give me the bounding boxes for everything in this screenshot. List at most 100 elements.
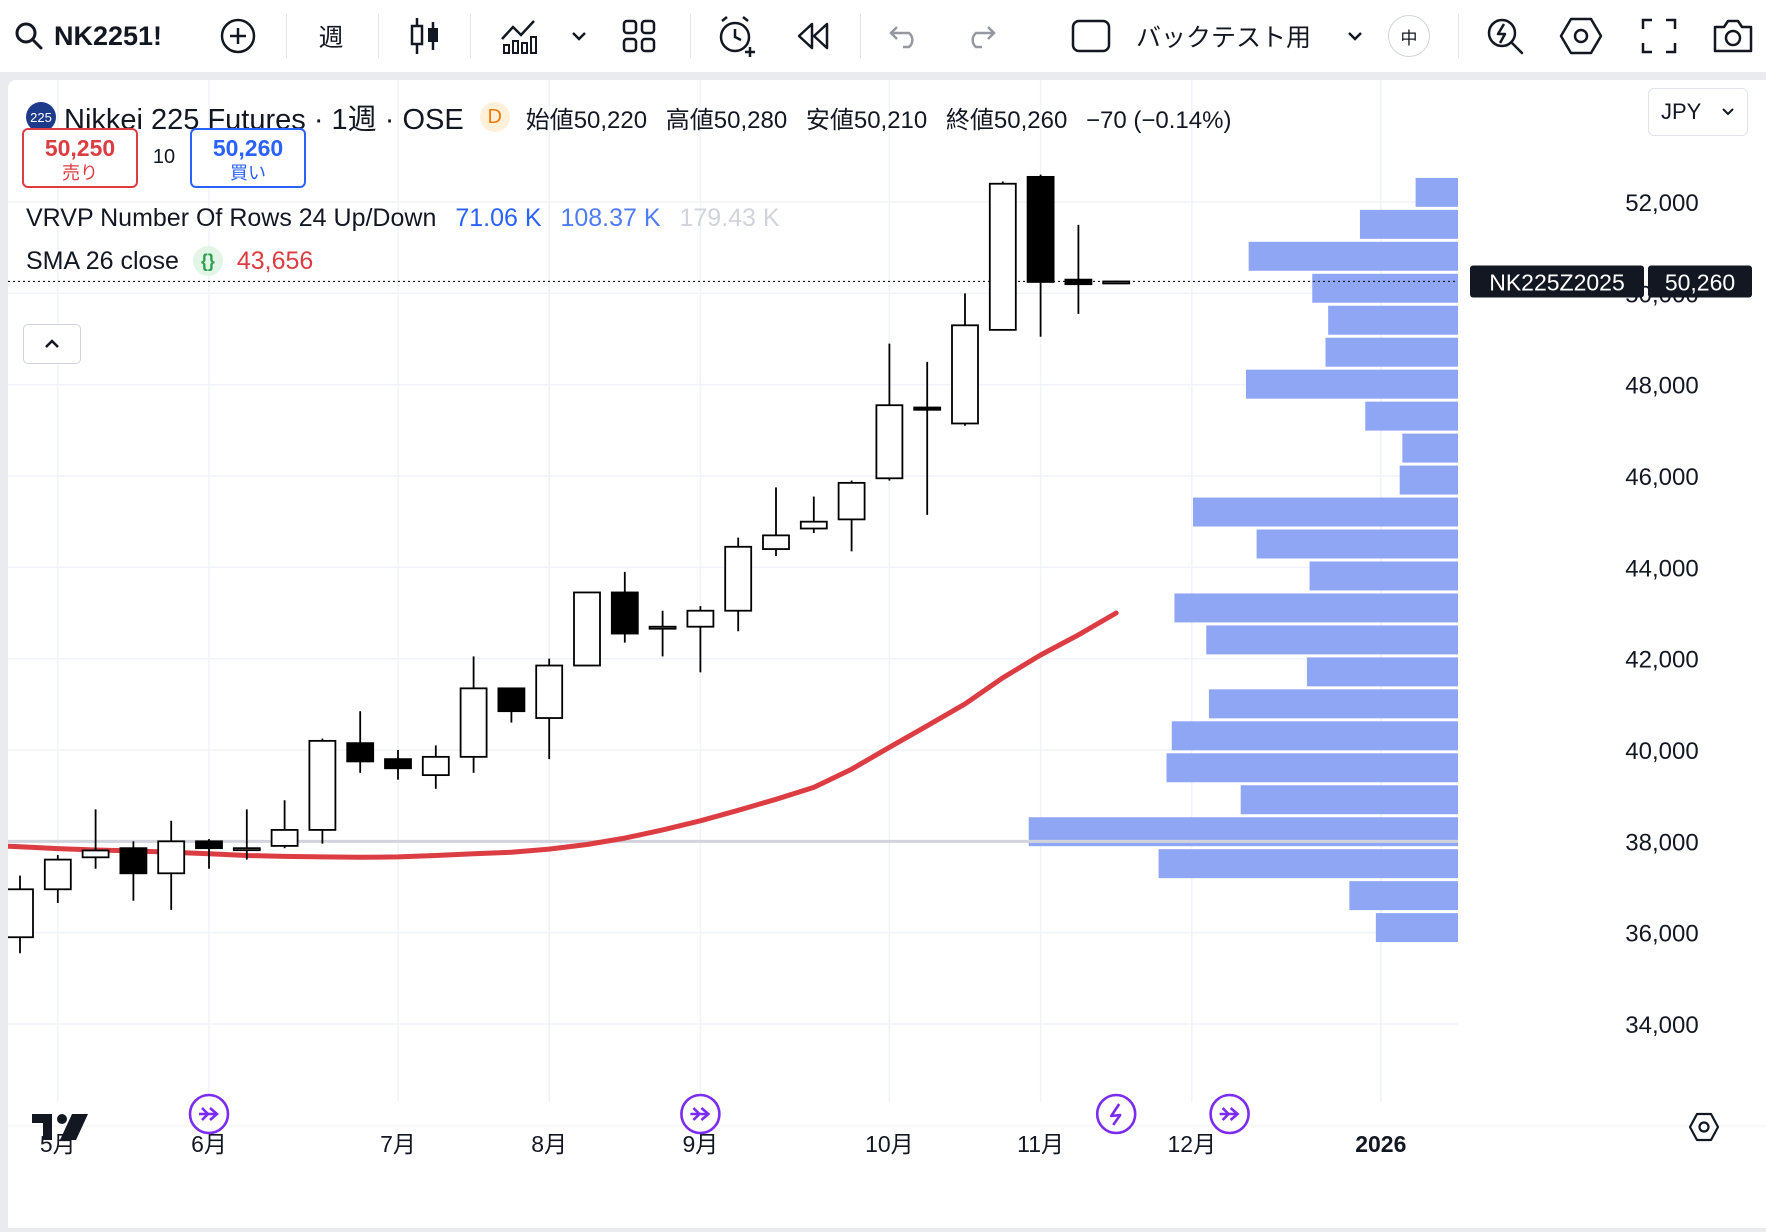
chart-type-button[interactable] (400, 0, 450, 72)
snapshot-button[interactable] (1706, 0, 1760, 72)
buy-label: 買い (230, 163, 266, 183)
price-axis-label: 42,000 (1625, 647, 1698, 674)
volume-profile-bar (1349, 881, 1458, 911)
buy-button[interactable]: 50,260 買い (190, 128, 306, 188)
sma-label: SMA 26 close (26, 246, 179, 275)
candle-body (270, 829, 299, 847)
candle-body (875, 404, 904, 480)
undo-icon (889, 26, 914, 49)
indicators-dropdown[interactable] (564, 0, 594, 72)
top-toolbar: NK2251! 週 バックテスト用 中 (0, 0, 1766, 72)
candle (837, 480, 866, 552)
undo-button[interactable] (880, 0, 930, 72)
sma-legend[interactable]: SMA 26 close {} 43,656 (26, 246, 313, 276)
candle (610, 571, 639, 643)
backtest-layout-name[interactable]: バックテスト用 (1136, 24, 1312, 52)
volume-profile-bar (1248, 241, 1458, 271)
last-price-tag (1648, 265, 1752, 298)
split-event-icon[interactable] (1095, 1093, 1137, 1135)
indicators-button[interactable] (494, 0, 544, 72)
last-price-tag-label: 50,260 (1665, 269, 1735, 295)
candle-body (913, 406, 942, 411)
toolbar-divider (860, 14, 861, 58)
symbol-search[interactable]: NK2251! (14, 0, 184, 72)
time-axis-label: 7月 (380, 1131, 416, 1157)
quick-search-button[interactable] (1480, 0, 1530, 72)
volume-profile-bar (1375, 913, 1458, 943)
close-label: 終値 (945, 106, 994, 134)
volume-profile (1028, 177, 1458, 943)
candle-body (799, 520, 828, 530)
candle (988, 181, 1017, 331)
candle (195, 839, 223, 869)
time-axis-label: 10月 (865, 1131, 914, 1157)
volume-profile-bar (1193, 497, 1458, 527)
candle (346, 711, 375, 773)
redo-button[interactable] (955, 0, 1005, 72)
candle (81, 809, 110, 869)
contract-tag-label: NK225Z2025 (1489, 269, 1625, 295)
candle (573, 591, 601, 667)
backtest-checkbox[interactable] (1068, 0, 1114, 72)
volume-profile-bar (1309, 561, 1458, 591)
lightning-search-icon (1487, 18, 1524, 55)
candle-body (610, 591, 639, 635)
candle (724, 537, 753, 632)
arrow-head (1229, 1107, 1240, 1121)
axis-settings-icon (1688, 1112, 1720, 1142)
candle-body (724, 545, 753, 612)
volume-profile-bar (1246, 369, 1458, 399)
vrvp-up-value: 71.06 K (455, 204, 542, 232)
language-badge[interactable]: 中 (1386, 0, 1432, 72)
toolbar-divider (286, 14, 287, 58)
time-axis: 5月 6月 7月 8月 9月 10月 11月 12月 2026 (40, 1131, 1406, 1157)
price-axis-label: 44,000 (1625, 555, 1698, 582)
candle-body (1026, 175, 1055, 283)
dividend-event-icon[interactable] (1209, 1093, 1250, 1135)
sell-price: 50,250 (44, 135, 116, 161)
candle-body (81, 849, 110, 859)
candle-body (573, 591, 601, 667)
high-value: 50,280 (713, 106, 788, 134)
arrow-head (692, 1107, 702, 1121)
candle-body (43, 858, 72, 891)
layout-dropdown[interactable] (1340, 0, 1370, 72)
candle (1064, 224, 1093, 314)
dividend-event-icon[interactable] (680, 1093, 721, 1135)
vrvp-legend[interactable]: VRVP Number Of Rows 24 Up/Down 71.06 K 1… (26, 204, 780, 233)
sell-button[interactable]: 50,250 売り (22, 128, 138, 188)
collapse-legend-button[interactable] (23, 324, 81, 364)
candle-body (1102, 280, 1131, 285)
price-chart[interactable]: 52,00050,00048,00046,00044,00042,00040,0… (8, 80, 1766, 1228)
volume-profile-bar (1359, 209, 1458, 239)
close-value: 50,260 (993, 106, 1068, 134)
candle-body (951, 324, 979, 425)
replay-button[interactable] (788, 0, 838, 72)
volume-profile-bar (1166, 753, 1458, 783)
candle (421, 745, 450, 789)
search-icon (15, 22, 43, 50)
settings-button[interactable] (1556, 0, 1606, 72)
low-value: 50,210 (853, 106, 928, 134)
price-axis-label: 46,000 (1625, 464, 1698, 491)
candle (308, 738, 337, 844)
high-label: 高値 (665, 106, 714, 134)
candle (270, 800, 299, 849)
layout-button[interactable] (614, 0, 664, 72)
compare-symbol-button[interactable] (214, 0, 262, 72)
dividend-event-icon[interactable] (188, 1093, 230, 1135)
volume-profile-bar (1158, 849, 1458, 879)
alert-button[interactable] (712, 0, 762, 72)
candle-body (346, 742, 375, 763)
currency-selector[interactable]: JPY (1648, 88, 1748, 136)
interval-button[interactable]: 週 (318, 24, 344, 52)
open-value: 50,220 (573, 106, 648, 134)
redo-icon (971, 26, 996, 49)
candle-body (459, 687, 488, 758)
candle (799, 496, 828, 534)
candle (1102, 280, 1131, 285)
order-quantity[interactable]: 10 (152, 146, 176, 168)
fullscreen-button[interactable] (1634, 0, 1684, 72)
candle-body (497, 687, 526, 713)
ohlc-values: 始値50,220 高値50,280 安値50,210 終値50,260 −70 … (526, 100, 1232, 135)
